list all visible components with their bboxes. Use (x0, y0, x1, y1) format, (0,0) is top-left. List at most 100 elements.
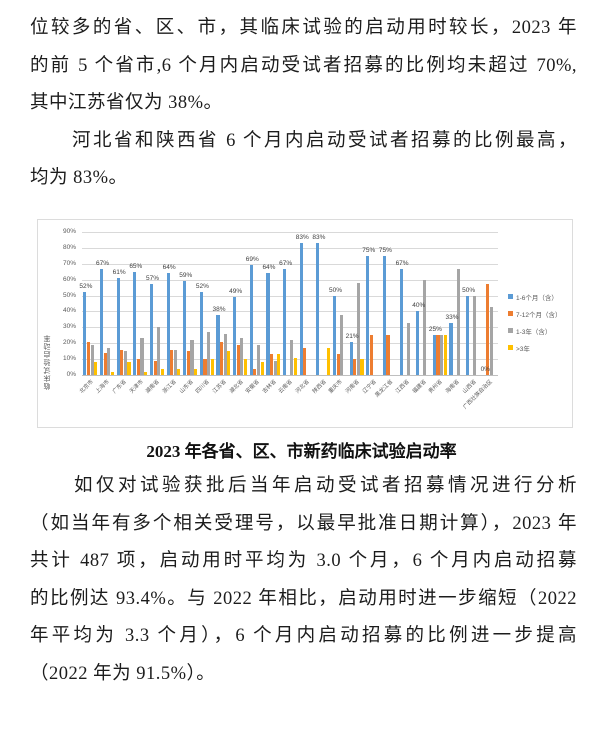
x-axis-label: 云南省 (278, 379, 295, 395)
gridline (82, 327, 498, 329)
bar-series-3 (473, 295, 477, 375)
text-line: 位较多的省、区、市，其临床试验的启动用时较长，2023 年 (30, 18, 577, 38)
bar-series-3 (356, 282, 360, 375)
y-tick-label: 80% (62, 243, 76, 251)
bar-series-2 (203, 359, 207, 375)
bar-series-1 (149, 284, 154, 375)
bar-series-2 (236, 344, 240, 375)
chart-legend: 1-6个月（含） 7-12个月（含） 1-3年（含） >3年 (508, 288, 562, 356)
y-tick-label: 70% (62, 259, 76, 267)
legend-item: 1-6个月（含） (508, 288, 562, 305)
text-line: 河北省和陕西省 6 个月内启动受试者招募的比例最高， (30, 130, 577, 151)
bar-series-3 (406, 322, 410, 375)
bar-series-4 (293, 357, 297, 375)
x-axis-label: 安徽省 (245, 379, 261, 395)
bar-series-1 (183, 281, 187, 375)
text-line: 共计 487 项，启动用时平均为 3.0 个月，6 个月内启动招募 (30, 551, 577, 572)
bar-series-2 (220, 341, 224, 375)
gridline (82, 232, 498, 233)
bar-series-4 (144, 371, 148, 375)
data-label: 52% (195, 283, 209, 291)
data-label: 40% (412, 302, 426, 310)
data-label: 75% (378, 246, 392, 254)
bar-series-3 (256, 344, 261, 375)
legend-label: >3年 (516, 345, 530, 353)
x-axis-label: 天津市 (128, 379, 145, 395)
text-line: 均为 83%。 (30, 168, 128, 189)
x-axis-label: 江苏省 (211, 379, 228, 395)
x-axis-label: 上海市 (95, 379, 112, 395)
bar-series-4 (277, 354, 281, 375)
bar-series-3 (240, 338, 244, 375)
x-axis-label: 福建省 (411, 379, 428, 395)
bar-series-1 (116, 278, 120, 375)
bar-series-1 (166, 273, 170, 375)
gridline (82, 295, 498, 297)
bar-series-2 (436, 335, 440, 375)
bar-series-3 (489, 306, 494, 375)
x-axis-label: 海南省 (444, 379, 461, 395)
x-axis-label: 北京市 (78, 379, 95, 395)
bar-series-4 (94, 362, 98, 375)
x-axis-label: 河北省 (294, 379, 311, 395)
legend-label: 1-3年（含） (516, 328, 552, 336)
y-tick-label: 40% (62, 307, 76, 315)
text-line: 的比例达 93.4%。与 2022 年相比，启动用时进一步缩短（2022 (30, 588, 577, 609)
data-label: 61% (112, 269, 126, 277)
bar-series-2 (303, 347, 307, 375)
bar-series-3 (223, 333, 227, 375)
bar-series-3 (107, 347, 111, 375)
legend-label: 1-6个月（含） (516, 294, 558, 302)
data-label: 83% (312, 234, 326, 242)
data-label: 59% (179, 272, 193, 280)
body-text-top: 位较多的省、区、市，其临床试验的启动用时较长，2023 年的前 5 个省市,6 … (30, 10, 577, 198)
text-line: 年平均为 3.3 个月），6 个月内启动招募的比例进一步提高 (30, 626, 577, 647)
bar-series-1 (449, 322, 453, 375)
x-axis-label: 四川省 (195, 379, 212, 395)
x-axis-label: 重庆市 (328, 379, 345, 395)
bar-series-4 (443, 335, 447, 375)
bar-series-1 (316, 243, 320, 375)
bar-series-2 (86, 341, 91, 375)
y-tick-label: 90% (62, 228, 76, 235)
bar-series-1 (100, 268, 104, 375)
data-label: 64% (162, 264, 176, 272)
bar-series-3 (190, 340, 194, 375)
data-label: 69% (245, 256, 259, 264)
data-label: 49% (229, 288, 243, 296)
x-axis-label: 贵州省 (428, 379, 445, 395)
bar-series-1 (432, 335, 436, 375)
bar-series-2 (153, 360, 157, 375)
legend-item: 1-3年（含） (508, 322, 562, 339)
data-label: 64% (262, 264, 276, 272)
data-label: 67% (395, 259, 409, 267)
bar-series-1 (399, 268, 403, 375)
bar-series-4 (194, 368, 198, 375)
data-label: 83% (295, 234, 309, 242)
bar-series-2 (186, 351, 190, 375)
bar-series-1 (366, 255, 370, 375)
y-tick-label: 50% (62, 291, 76, 299)
y-tick-label: 20% (62, 339, 76, 347)
bar-series-4 (260, 362, 264, 375)
bar-series-1 (266, 273, 270, 375)
bar-series-1 (199, 292, 203, 375)
data-label: 50% (462, 286, 476, 294)
gridline (82, 247, 498, 249)
legend-swatch-icon (508, 345, 513, 350)
bar-series-2 (353, 359, 357, 375)
bar-series-1 (382, 255, 386, 375)
bar-series-4 (243, 359, 248, 375)
bar-series-4 (127, 362, 131, 375)
data-label: 67% (96, 259, 110, 267)
chart-caption: 2023 年各省、区、市新药临床试验启动率 (146, 442, 457, 461)
bar-series-4 (160, 368, 164, 375)
text-line: 的前 5 个省市,6 个月内启动受试者招募的比例均未超过 70%, (30, 55, 577, 76)
bar-series-3 (157, 327, 161, 375)
bar-series-4 (360, 359, 364, 375)
bar-series-1 (83, 292, 87, 375)
data-label: 0% (480, 366, 490, 373)
bar-series-2 (486, 284, 490, 375)
gridline (82, 359, 498, 361)
